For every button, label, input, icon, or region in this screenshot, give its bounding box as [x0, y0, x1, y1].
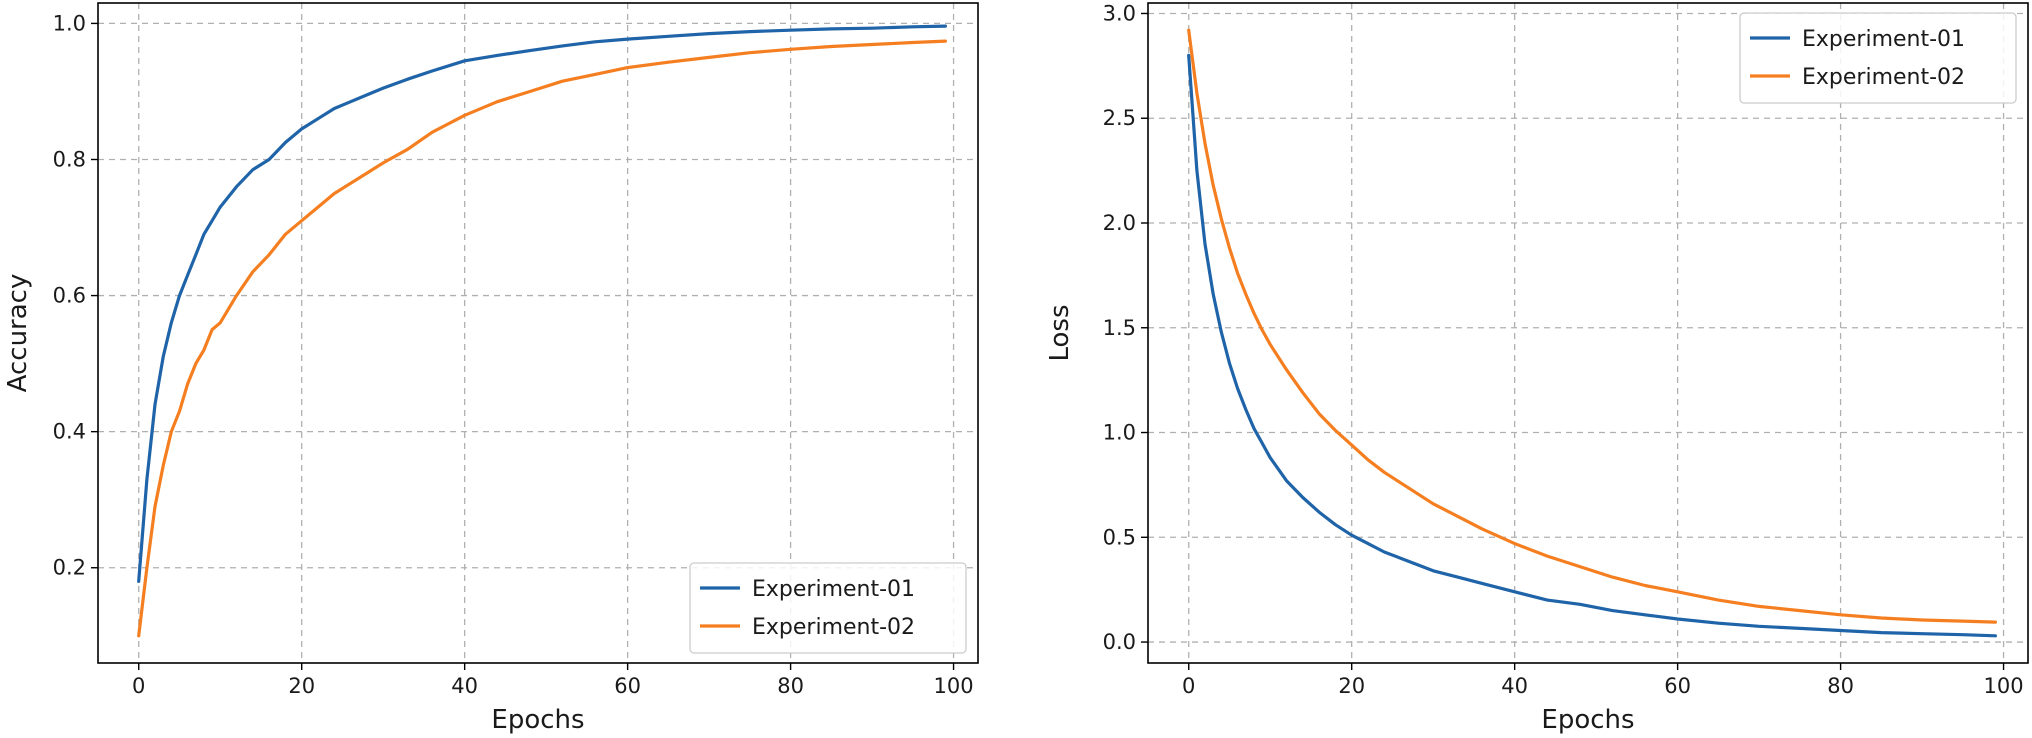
x-tick-label: 80 — [777, 674, 804, 698]
legend-label-1: Experiment-01 — [1802, 27, 1965, 52]
series-line-1 — [1187, 53, 1998, 638]
y-tick-label: 3.0 — [1103, 1, 1136, 25]
x-tick-label: 20 — [288, 674, 315, 698]
x-tick-label: 100 — [934, 674, 974, 698]
legend-box — [689, 562, 967, 654]
y-tick-label: 0.2 — [53, 556, 86, 580]
y-tick-label: 0.4 — [53, 420, 86, 444]
x-axis-label: Epochs — [1541, 705, 1634, 735]
series-line-2 — [137, 39, 948, 638]
y-tick-label: 1.0 — [53, 11, 86, 35]
legend: Experiment-01 Experiment-02 — [689, 562, 967, 654]
grid-lines — [1148, 3, 2028, 663]
y-tick-label: 0.6 — [53, 284, 86, 308]
y-tick-label: 1.5 — [1103, 316, 1136, 340]
series-line-1 — [137, 24, 948, 584]
legend-label-2: Experiment-02 — [1802, 65, 1965, 90]
y-tick-label: 2.0 — [1103, 211, 1136, 235]
loss-chart: 0 20 40 60 80 100 0.0 0.5 1.0 1.5 2.0 2.5 3.0 Epochs L… — [1045, 1, 2029, 735]
series-line-2 — [1187, 28, 1998, 624]
x-tick-label: 80 — [1827, 674, 1854, 698]
y-tick-label: 0.8 — [53, 147, 86, 171]
y-axis-label: Accuracy — [3, 274, 33, 393]
x-tick-label: 0 — [1182, 674, 1195, 698]
x-tick-label: 0 — [132, 674, 145, 698]
y-tick-label: 1.0 — [1103, 421, 1136, 445]
plot-frame — [1147, 2, 2029, 664]
plot-frame — [97, 2, 979, 664]
legend-label-2: Experiment-02 — [752, 615, 915, 640]
legend-box — [1739, 12, 2017, 104]
x-tick-label: 100 — [1984, 674, 2024, 698]
y-tick-label: 0.0 — [1103, 630, 1136, 654]
accuracy-chart: 0 20 40 60 80 100 0.2 0.4 0.6 0.8 1.0 Epochs Accurac… — [3, 2, 979, 735]
x-tick-label: 40 — [1501, 674, 1528, 698]
grid-lines — [98, 3, 978, 663]
x-tick-label: 20 — [1338, 674, 1365, 698]
y-axis-label: Loss — [1045, 304, 1075, 361]
y-tick-label: 2.5 — [1103, 106, 1136, 130]
legend: Experiment-01 Experiment-02 — [1739, 12, 2017, 104]
legend-label-1: Experiment-01 — [752, 577, 915, 602]
x-tick-label: 60 — [1664, 674, 1691, 698]
y-tick-label: 0.5 — [1103, 525, 1136, 549]
x-axis-label: Epochs — [491, 705, 584, 735]
x-tick-label: 60 — [614, 674, 641, 698]
x-tick-label: 40 — [451, 674, 478, 698]
